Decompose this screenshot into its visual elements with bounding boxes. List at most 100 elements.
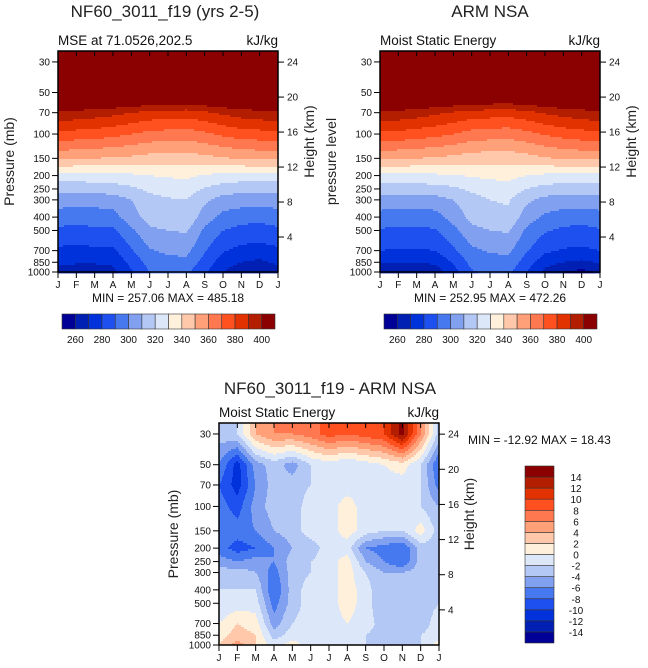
contour-band-cell bbox=[440, 253, 461, 256]
pressure-label: 700 bbox=[33, 246, 50, 257]
contour-band-cell bbox=[195, 243, 212, 246]
contour-band-cell bbox=[526, 227, 560, 230]
contour-band-cell bbox=[58, 167, 279, 170]
contour-band-cell bbox=[311, 477, 422, 480]
contour-band-cell bbox=[309, 537, 346, 540]
contour-band-cell bbox=[204, 227, 232, 230]
contour-band-cell bbox=[285, 439, 295, 442]
contour-band-cell bbox=[262, 633, 271, 636]
contour-band-cell bbox=[311, 569, 339, 572]
contour-band-cell bbox=[297, 615, 343, 618]
contour-band-cell bbox=[285, 457, 298, 460]
contour-band-cell bbox=[582, 259, 601, 262]
colorbar-box bbox=[476, 313, 491, 330]
contour-band-cell bbox=[459, 205, 527, 208]
contour-band-cell bbox=[365, 559, 384, 562]
contour-band-cell bbox=[354, 611, 374, 614]
contour-band-cell bbox=[272, 545, 292, 548]
contour-band-cell bbox=[287, 567, 312, 570]
contour-band-cell bbox=[315, 557, 342, 560]
contour-band-cell bbox=[219, 447, 237, 450]
contour-band-cell bbox=[408, 433, 413, 436]
contour-band-cell bbox=[448, 219, 469, 222]
contour-band-cell bbox=[340, 609, 356, 612]
contour-band-cell bbox=[192, 247, 209, 250]
contour-band-cell bbox=[431, 447, 437, 450]
month-label: A bbox=[183, 280, 190, 291]
contour-band-cell bbox=[420, 441, 426, 444]
contour-band-cell bbox=[118, 213, 140, 216]
contour-band-cell bbox=[426, 137, 563, 140]
contour-band-cell bbox=[528, 269, 544, 272]
contour-band-cell bbox=[248, 459, 256, 462]
pressure-label: 500 bbox=[194, 599, 211, 610]
contour-band-cell bbox=[197, 239, 215, 242]
contour-band-cell bbox=[230, 459, 243, 462]
contour-band-cell bbox=[264, 619, 271, 622]
month-label: J bbox=[437, 653, 442, 664]
contour-band-cell bbox=[247, 489, 256, 492]
contour-band-cell bbox=[255, 481, 269, 484]
contour-band-cell bbox=[410, 549, 418, 552]
contour-band-cell bbox=[430, 249, 457, 252]
contour-band-cell bbox=[311, 469, 391, 472]
contour-band-cell bbox=[406, 469, 422, 472]
contour-band-cell bbox=[415, 545, 440, 548]
contour-band-cell bbox=[194, 129, 261, 132]
contour-band-cell bbox=[235, 625, 242, 628]
contour-band-cell bbox=[131, 199, 212, 202]
contour-band-cell bbox=[242, 507, 252, 510]
contour-band-cell bbox=[416, 531, 425, 534]
contour-band-cell bbox=[283, 615, 298, 618]
contour-band-cell bbox=[467, 141, 527, 144]
contour-band-cell bbox=[69, 149, 256, 152]
contour-band-cell bbox=[380, 247, 456, 250]
contour-band-cell bbox=[140, 257, 202, 260]
contour-band-cell bbox=[417, 439, 423, 442]
contour-band-cell bbox=[598, 209, 601, 212]
contour-band-cell bbox=[219, 601, 259, 604]
contour-band-cell bbox=[257, 595, 264, 598]
contour-band-cell bbox=[421, 475, 428, 478]
contour-band-cell bbox=[236, 551, 241, 554]
contour-band-cell bbox=[282, 619, 296, 622]
contour-band-cell bbox=[259, 623, 266, 626]
contour-band-cell bbox=[274, 529, 302, 532]
contour-band-cell bbox=[125, 239, 144, 242]
colorbar-label: 8 bbox=[573, 506, 579, 517]
contour-band-cell bbox=[414, 437, 419, 440]
contour-band-cell bbox=[197, 175, 279, 178]
contour-band-cell bbox=[412, 445, 419, 448]
contour-band-cell bbox=[366, 639, 422, 642]
contour-band-cell bbox=[434, 477, 440, 480]
contour-band-cell bbox=[380, 69, 601, 72]
contour-band-cell bbox=[264, 637, 273, 640]
contour-band-cell bbox=[380, 121, 458, 124]
contour-band-cell bbox=[197, 217, 216, 220]
contour-band-cell bbox=[318, 551, 354, 554]
contour-band-cell bbox=[375, 623, 431, 626]
contour-band-cell bbox=[540, 133, 601, 136]
contour-band-cell bbox=[219, 635, 228, 638]
contour-band-cell bbox=[237, 517, 239, 520]
contour-band-cell bbox=[428, 453, 434, 456]
contour-band-cell bbox=[153, 193, 194, 196]
contour-band-cell bbox=[226, 465, 235, 468]
contour-band-cell bbox=[301, 589, 339, 592]
contour-band-cell bbox=[58, 145, 125, 148]
contour-band-cell bbox=[535, 121, 601, 124]
contour-band-cell bbox=[380, 135, 443, 138]
contour-band-cell bbox=[434, 643, 440, 646]
contour-band-cell bbox=[351, 497, 422, 500]
colorbar-label: 10 bbox=[570, 495, 582, 506]
contour-band-cell bbox=[269, 595, 281, 598]
contour-band-cell bbox=[253, 465, 266, 468]
contour-band-cell bbox=[304, 581, 339, 584]
contour-band-cell bbox=[399, 431, 405, 434]
colorbar-box bbox=[524, 598, 555, 611]
contour-band-cell bbox=[411, 435, 416, 438]
contour-band-cell bbox=[74, 139, 258, 142]
contour-band-cell bbox=[532, 245, 601, 248]
contour-band-cell bbox=[468, 219, 518, 222]
contour-band-cell bbox=[535, 261, 566, 264]
